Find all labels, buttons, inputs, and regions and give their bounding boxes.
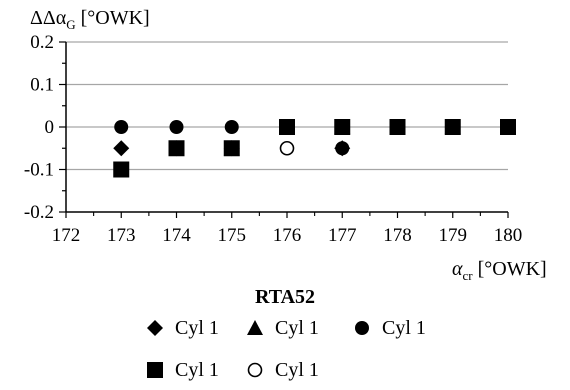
filled-circle-point [169,120,184,134]
x-tick-label: 177 [328,225,357,246]
square-point [389,119,406,135]
legend-label: Cyl 1 [275,317,319,339]
data-marker-layer [113,119,516,178]
legend-label: Cyl 1 [175,359,219,381]
square-point [334,119,351,135]
x-tick-label: 175 [218,225,247,246]
legend-label: Cyl 1 [382,317,426,339]
y-tick-label: 0.2 [30,32,54,53]
open-circle-point [279,140,295,156]
y-tick-label: -0.2 [24,202,54,223]
x-tick-label: 174 [162,225,191,246]
x-tick-label: 179 [439,225,468,246]
square-point [168,140,185,157]
square-point [500,119,516,135]
square-point [444,119,461,135]
filled-circle-marker-icon [355,321,369,335]
x-axis-label: αcr [°OWK] [452,258,547,283]
diamond-point [113,140,130,157]
legend-label: Cyl 1 [175,317,219,339]
y-tick-label: 0 [45,117,55,138]
square-point [113,161,130,178]
square-point [223,140,240,157]
x-tick-label: 173 [107,225,136,246]
filled-circle-point [224,120,239,134]
x-tick-label: 176 [273,225,302,246]
y-tick-label: 0.1 [30,75,54,96]
y-tick-label: -0.1 [24,160,54,181]
legend-label: Cyl 1 [275,359,319,381]
diamond-marker-icon [147,320,163,336]
square-point [279,119,295,135]
x-tick-label: 172 [52,225,81,246]
x-tick-label: 180 [494,225,523,246]
triangle-marker-icon [247,320,263,335]
legend-title: RTA52 [254,286,316,308]
open-circle-marker-icon [247,362,263,378]
axis-layer [59,41,509,218]
y-axis-label: ΔΔαG [°OWK] [30,7,150,32]
x-tick-label: 178 [383,225,412,246]
filled-circle-point [114,120,129,134]
filled-circle-point [335,141,350,156]
square-marker-icon [147,362,163,378]
